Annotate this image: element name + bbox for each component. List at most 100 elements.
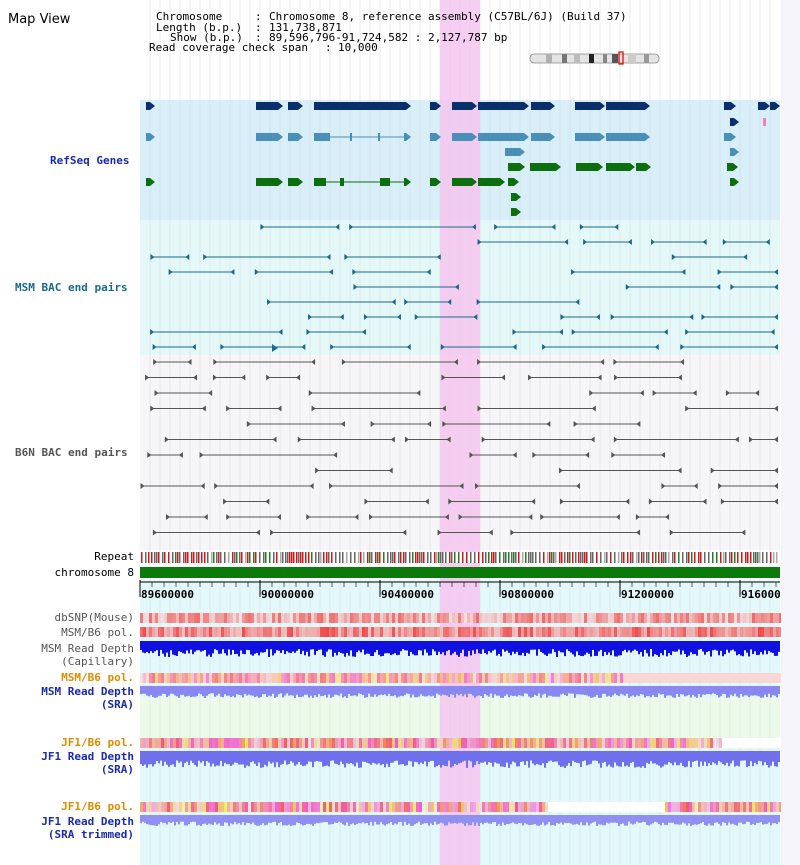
msm-bac-pair-end[interactable]: [770, 329, 775, 335]
b6n-bac-pair-end[interactable]: [755, 390, 760, 396]
gene-exon[interactable]: [146, 133, 150, 141]
b6n-bac-pair-end[interactable]: [459, 483, 464, 489]
b6n-bac-pair-end[interactable]: [774, 405, 778, 412]
msm-bac-pair-end[interactable]: [774, 269, 778, 275]
b6n-bac-pair-end[interactable]: [532, 452, 537, 458]
b6n-bac-pair-end[interactable]: [591, 405, 596, 412]
b6n-bac-pair-end[interactable]: [685, 405, 690, 412]
msm-bac-pair-end[interactable]: [404, 299, 409, 305]
msm-bac-pair-end[interactable]: [542, 344, 547, 350]
b6n-bac-pair-end[interactable]: [333, 452, 338, 458]
msm-bac-pair-end[interactable]: [477, 239, 482, 245]
b6n-bac-pair-end[interactable]: [226, 405, 231, 412]
msm-bac-pair-end[interactable]: [326, 254, 331, 260]
b6n-bac-pair-end[interactable]: [388, 467, 393, 474]
b6n-bac-pair-end[interactable]: [200, 483, 205, 489]
msm-bac-pair-end[interactable]: [730, 284, 735, 290]
msm-bac-pair-end[interactable]: [363, 314, 368, 320]
b6n-bac-pair-end[interactable]: [145, 374, 150, 381]
b6n-bac-pair-end[interactable]: [150, 405, 155, 412]
b6n-bac-pair-end[interactable]: [613, 436, 618, 443]
b6n-bac-pair-end[interactable]: [402, 529, 407, 536]
msm-bac-pair-end[interactable]: [651, 239, 656, 245]
b6n-bac-pair-end[interactable]: [199, 452, 204, 458]
b6n-bac-pair-end[interactable]: [277, 405, 282, 412]
gene-exon[interactable]: [314, 133, 330, 141]
b6n-bac-pair-end[interactable]: [308, 390, 313, 396]
msm-bac-pair-end[interactable]: [717, 269, 722, 275]
msm-bac-pair-end[interactable]: [426, 269, 431, 275]
b6n-bac-pair-end[interactable]: [272, 436, 277, 443]
gene-exon[interactable]: [288, 178, 298, 186]
b6n-bac-pair-end[interactable]: [329, 483, 334, 489]
b6n-bac-pair-end[interactable]: [748, 436, 753, 443]
msm-bac-pair-end[interactable]: [774, 344, 778, 350]
msm-bac-pair-end[interactable]: [440, 344, 445, 350]
msm-bac-pair-end[interactable]: [583, 239, 588, 245]
b6n-bac-pair-end[interactable]: [661, 452, 666, 458]
b6n-bac-pair-end[interactable]: [311, 359, 316, 365]
gene-exon[interactable]: [340, 178, 344, 186]
msm-bac-pair-end[interactable]: [267, 299, 272, 305]
msm-bac-pair-end[interactable]: [203, 254, 208, 260]
msm-bac-label[interactable]: MSM BAC end pairs: [15, 281, 128, 294]
b6n-bac-pair-end[interactable]: [528, 514, 533, 520]
msm-bac-pair-end[interactable]: [447, 299, 452, 305]
b6n-bac-pair-end[interactable]: [446, 436, 451, 443]
msm-bac-pair-end[interactable]: [301, 344, 306, 350]
b6n-bac-pair-end[interactable]: [677, 374, 682, 381]
msm-bac-pair-end[interactable]: [352, 269, 357, 275]
msm-bac-pair-end[interactable]: [558, 329, 563, 335]
msm-bac-pair-end[interactable]: [571, 329, 576, 335]
b6n-bac-pair-end[interactable]: [341, 359, 346, 365]
msm-bac-pair-end[interactable]: [473, 314, 478, 320]
msm-bac-pair-end[interactable]: [329, 269, 334, 275]
b6n-bac-pair-end[interactable]: [692, 390, 697, 396]
b6n-bac-pair-end[interactable]: [590, 436, 595, 443]
b6n-bac-pair-end[interactable]: [528, 374, 533, 381]
b6n-bac-pair-end[interactable]: [531, 498, 536, 505]
msm-bac-pair-end[interactable]: [397, 314, 402, 320]
b6n-bac-pair-end[interactable]: [469, 452, 474, 458]
b6n-bac-pair-end[interactable]: [718, 483, 723, 489]
gene-exon[interactable]: [636, 163, 646, 171]
b6n-bac-pair-end[interactable]: [315, 467, 320, 474]
gene-exon[interactable]: [288, 133, 298, 141]
coverage-tracks[interactable]: [140, 613, 782, 826]
b6n-bac-pair-end[interactable]: [306, 514, 311, 520]
b6n-bac-pair-end[interactable]: [635, 514, 640, 520]
msm-bac-pair-end[interactable]: [260, 224, 265, 230]
msm-bac-pair-end[interactable]: [716, 284, 721, 290]
msm-bac-pair-end[interactable]: [722, 239, 727, 245]
gene-exon[interactable]: [146, 178, 150, 186]
msm-bac-pair-end[interactable]: [344, 254, 349, 260]
b6n-bac-pair-end[interactable]: [140, 483, 145, 489]
gene-exon[interactable]: [508, 163, 520, 171]
msm-bac-pair-end[interactable]: [152, 344, 157, 350]
b6n-bac-pair-end[interactable]: [309, 483, 314, 489]
msm-bac-pair-end[interactable]: [614, 224, 619, 230]
b6n-bac-pair-end[interactable]: [164, 436, 169, 443]
b6n-bac-pair-end[interactable]: [774, 498, 778, 505]
b6n-bac-pair-end[interactable]: [512, 452, 517, 458]
msm-bac-pair-end[interactable]: [774, 314, 778, 320]
gene-exon[interactable]: [758, 102, 765, 110]
b6n-bac-pair-end[interactable]: [611, 452, 616, 458]
b6n-bac-pair-end[interactable]: [648, 498, 653, 505]
msm-bac-pair-end[interactable]: [564, 239, 569, 245]
b6n-bac-pair-end[interactable]: [405, 436, 410, 443]
gene-exon[interactable]: [606, 163, 630, 171]
msm-bac-pair-end[interactable]: [306, 329, 311, 335]
chromosome-bar[interactable]: [140, 567, 780, 578]
gene-exon[interactable]: [770, 102, 775, 110]
b6n-bac-pair-end[interactable]: [477, 405, 482, 412]
gene-exon[interactable]: [288, 102, 298, 110]
b6n-bac-pair-end[interactable]: [178, 452, 183, 458]
right-scroll-strip[interactable]: [781, 0, 800, 865]
b6n-bac-pair-end[interactable]: [597, 374, 602, 381]
b6n-bac-pair-end[interactable]: [296, 374, 301, 381]
gene-exon[interactable]: [146, 102, 150, 110]
gene-exon[interactable]: [727, 163, 733, 171]
gene-exon[interactable]: [404, 133, 406, 141]
